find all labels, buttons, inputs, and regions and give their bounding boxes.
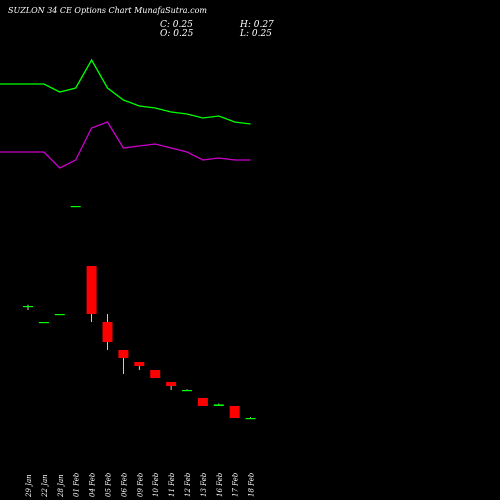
candle-body: [134, 362, 145, 366]
candle-body: [86, 266, 97, 314]
candle-body: [182, 390, 192, 392]
x-tick-label: 04 Feb: [89, 472, 97, 497]
x-tick-label: 10 Feb: [152, 472, 160, 497]
lower-indicator-line: [0, 121, 251, 169]
x-tick-label: 18 Feb: [248, 472, 256, 497]
candle-body: [70, 206, 81, 208]
x-tick-label: 11 Feb: [168, 472, 176, 497]
candle-body: [118, 350, 129, 358]
candle-body: [150, 370, 161, 378]
x-axis-ticks: 29 Jan 22 Jan 28 Jan 01 Feb 04 Feb 05 Feb 06 F…: [25, 472, 256, 498]
close-value: C: 0.25: [160, 20, 193, 30]
x-tick-label: 22 Jan: [41, 474, 49, 498]
candles: [23, 206, 256, 420]
candle-body: [38, 322, 49, 324]
upper-indicator-line: [0, 58, 251, 125]
indicator-lines: [0, 58, 251, 169]
x-tick-label: 06 Feb: [120, 472, 128, 497]
x-tick-label: 17 Feb: [232, 472, 240, 497]
x-tick-label: 12 Feb: [184, 472, 192, 497]
candle-body: [245, 418, 256, 420]
chart-title: SUZLON 34 CE Options Chart MunafaSutra.c…: [8, 6, 207, 15]
high-value: H: 0.27: [239, 20, 274, 30]
low-value: L: 0.25: [239, 29, 272, 39]
x-tick-label: 09 Feb: [136, 472, 144, 497]
x-tick-label: 01 Feb: [73, 472, 81, 497]
x-tick-label: 05 Feb: [105, 472, 113, 497]
candle-body: [54, 314, 65, 316]
x-tick-label: 16 Feb: [216, 472, 224, 497]
candle-body: [102, 322, 113, 342]
open-value: O: 0.25: [160, 29, 194, 39]
candle-body: [23, 306, 33, 308]
x-tick-label: 13 Feb: [200, 472, 208, 497]
x-tick-label: 28 Jan: [57, 474, 65, 498]
candle-body: [229, 406, 240, 418]
candle-body: [197, 398, 208, 406]
x-tick-label: 29 Jan: [25, 474, 33, 498]
candle-body: [213, 404, 224, 406]
candle-body: [166, 382, 177, 386]
